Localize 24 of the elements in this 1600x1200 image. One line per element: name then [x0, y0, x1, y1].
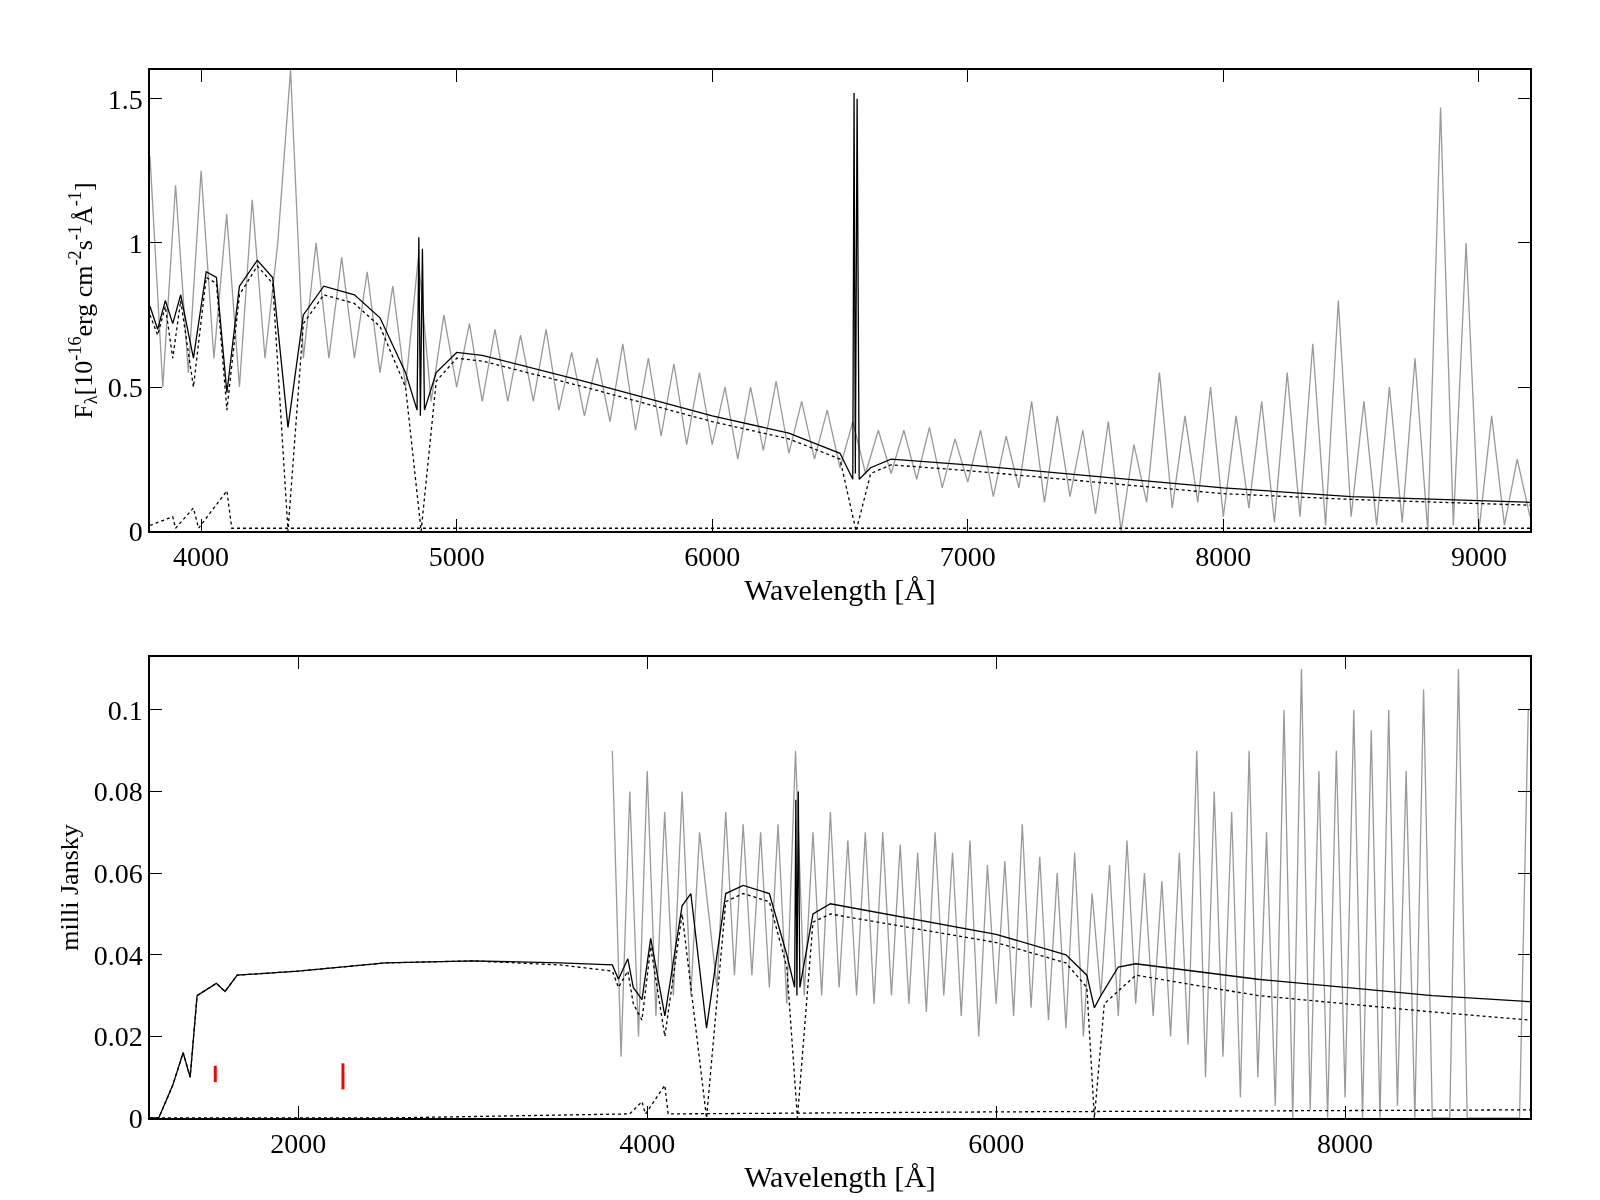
x-tick-label: 6000: [968, 1128, 1025, 1160]
y-tick-label: 0.04: [93, 939, 143, 971]
x-tick-label: 7000: [939, 541, 996, 573]
x-tick-label: 5000: [428, 541, 485, 573]
x-tick-label: 4000: [173, 541, 230, 573]
x-tick-label: 8000: [1317, 1128, 1374, 1160]
x-tick-label: 6000: [684, 541, 741, 573]
y-tick-label: 1.5: [107, 83, 143, 115]
x-axis-title: Wavelength [Å]: [744, 573, 936, 607]
y-tick-label: 0.06: [93, 857, 143, 889]
x-tick-label: 8000: [1195, 541, 1252, 573]
y-axis-title: milli Jansky: [54, 824, 84, 951]
y-tick-label: 0.5: [107, 371, 143, 403]
x-tick-label: 2000: [270, 1128, 327, 1160]
x-tick-label: 4000: [619, 1128, 676, 1160]
line-series: [611, 668, 1529, 1118]
y-tick-label: 0.02: [93, 1021, 143, 1053]
y-tick-label: 0.08: [93, 776, 143, 808]
y-tick-label: 0.1: [107, 694, 143, 726]
y-tick-label: 0: [128, 515, 143, 547]
y-tick-label: 1: [128, 227, 143, 259]
x-tick-label: 9000: [1450, 541, 1507, 573]
x-axis-title: Wavelength [Å]: [744, 1160, 936, 1194]
y-tick-label: 0: [128, 1102, 143, 1134]
